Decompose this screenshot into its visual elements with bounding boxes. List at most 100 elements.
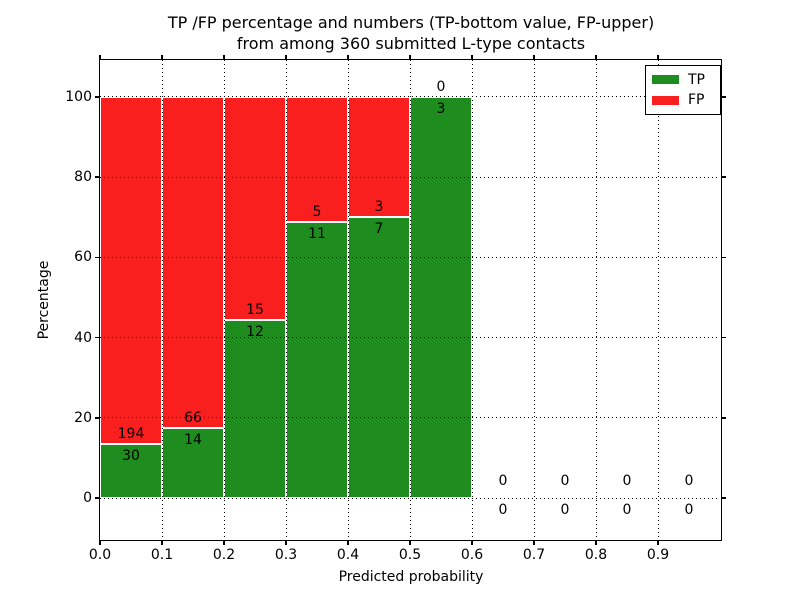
gridline-vertical: [285, 60, 287, 539]
legend-swatch-fp-icon: [652, 95, 679, 105]
fp-count-label: 0: [436, 78, 446, 95]
tp-count-label: 11: [308, 226, 326, 243]
y-tick-label: 100: [65, 88, 92, 105]
tp-count-label: 0: [684, 502, 694, 519]
gridline-vertical: [595, 60, 597, 539]
fp-count-label: 0: [622, 473, 632, 490]
y-tick-label: 60: [74, 249, 92, 266]
y-tick-right: [721, 256, 726, 259]
x-tick-label: 0.0: [88, 547, 112, 563]
legend-label-tp: TP: [688, 71, 705, 88]
legend-row-tp: TP: [652, 73, 720, 87]
bar-fp-segment: [348, 96, 410, 218]
x-tick-label: 0.8: [584, 547, 608, 563]
x-tick-bottom: [99, 540, 101, 545]
x-tick-top: [285, 54, 287, 59]
gridline-horizontal: [100, 337, 720, 339]
fp-count-label: 0: [498, 473, 508, 490]
fp-count-label: 66: [184, 409, 202, 426]
x-tick-top: [657, 54, 659, 59]
tp-count-label: 0: [560, 502, 570, 519]
bar-tp-segment: [348, 217, 410, 499]
legend-label-fp: FP: [688, 92, 705, 109]
x-tick-label: 0.4: [336, 547, 360, 563]
x-tick-bottom: [347, 540, 349, 545]
gridline-horizontal: [100, 417, 720, 419]
bar-tp-segment: [100, 444, 162, 499]
chart-title-line2: from among 360 submitted L-type contacts: [236, 34, 586, 53]
fp-count-label: 3: [374, 199, 384, 216]
bar-fp-segment: [286, 96, 348, 223]
fp-count-label: 194: [117, 426, 145, 443]
x-tick-top: [595, 54, 597, 59]
y-tick-left: [94, 96, 99, 98]
tp-count-label: 12: [246, 323, 264, 340]
legend: TP FP: [645, 65, 721, 115]
gridline-vertical: [471, 60, 473, 539]
x-tick-bottom: [223, 540, 225, 545]
bar-tp-segment: [224, 319, 286, 499]
gridline-vertical: [347, 60, 349, 539]
y-tick-left: [94, 497, 99, 499]
fp-count-label: 5: [312, 204, 322, 221]
y-tick-label: 40: [74, 329, 92, 346]
bar-tp-segment: [286, 222, 348, 499]
gridline-vertical: [223, 60, 225, 539]
x-tick-bottom: [409, 540, 411, 545]
gridline-vertical: [161, 60, 163, 539]
legend-row-fp: FP: [652, 93, 720, 107]
bar-fp-segment: [162, 96, 224, 428]
y-tick-left: [94, 176, 99, 178]
gridline-horizontal: [100, 497, 720, 499]
x-tick-label: 0.1: [150, 547, 174, 563]
gridline-horizontal: [100, 96, 720, 98]
fp-count-label: 0: [560, 473, 570, 490]
x-tick-label: 0.5: [398, 547, 422, 563]
tp-count-label: 0: [498, 502, 508, 519]
plot-area: 194 30 66 14 15 12 5 11 3 7 0 3 0 0 0 0 0 0 0 0 0.0 0.1 0.2 0.3…: [65, 54, 726, 563]
bar-fp-segment: [224, 96, 286, 320]
x-tick-top: [347, 54, 349, 59]
legend-swatch-tp-icon: [652, 75, 679, 85]
y-tick-left: [94, 336, 99, 339]
x-tick-top: [223, 54, 225, 59]
y-tick-right: [721, 96, 726, 98]
x-tick-label: 0.2: [212, 547, 236, 563]
y-tick-right: [721, 497, 726, 499]
chart-title: TP /FP percentage and numbers (TP-bottom…: [100, 12, 722, 54]
x-tick-bottom: [595, 540, 597, 545]
fp-count-label: 0: [684, 473, 694, 490]
x-tick-label: 0.9: [646, 547, 670, 563]
x-tick-bottom: [533, 540, 535, 545]
x-tick-bottom: [471, 540, 473, 545]
tp-count-label: 0: [622, 502, 632, 519]
x-tick-bottom: [285, 540, 287, 545]
x-tick-top: [409, 54, 411, 59]
tp-count-label: 7: [374, 221, 384, 238]
gridline-horizontal: [100, 176, 720, 178]
x-tick-top: [533, 54, 535, 59]
x-axis-label: Predicted probability: [338, 569, 484, 585]
chart-title-line1: TP /FP percentage and numbers (TP-bottom…: [167, 13, 655, 32]
tp-count-label: 3: [436, 100, 446, 117]
bar-tp-segment: [410, 96, 472, 499]
x-tick-bottom: [657, 540, 659, 545]
y-tick-left: [94, 256, 99, 259]
y-tick-right: [721, 176, 726, 178]
x-tick-label: 0.6: [460, 547, 484, 563]
gridline-vertical: [409, 60, 411, 539]
x-tick-label: 0.7: [522, 547, 546, 563]
bar-fp-segment: [100, 96, 162, 445]
x-tick-label: 0.3: [274, 547, 298, 563]
gridline-vertical: [533, 60, 535, 539]
gridline-vertical: [657, 60, 659, 539]
y-tick-right: [721, 336, 726, 339]
y-tick-right: [721, 417, 726, 419]
y-tick-label: 20: [74, 409, 92, 426]
y-tick-label: 0: [83, 490, 92, 507]
gridline-horizontal: [100, 256, 720, 258]
fp-count-label: 15: [246, 301, 264, 318]
x-tick-top: [471, 54, 473, 59]
y-tick-label: 80: [74, 169, 92, 186]
